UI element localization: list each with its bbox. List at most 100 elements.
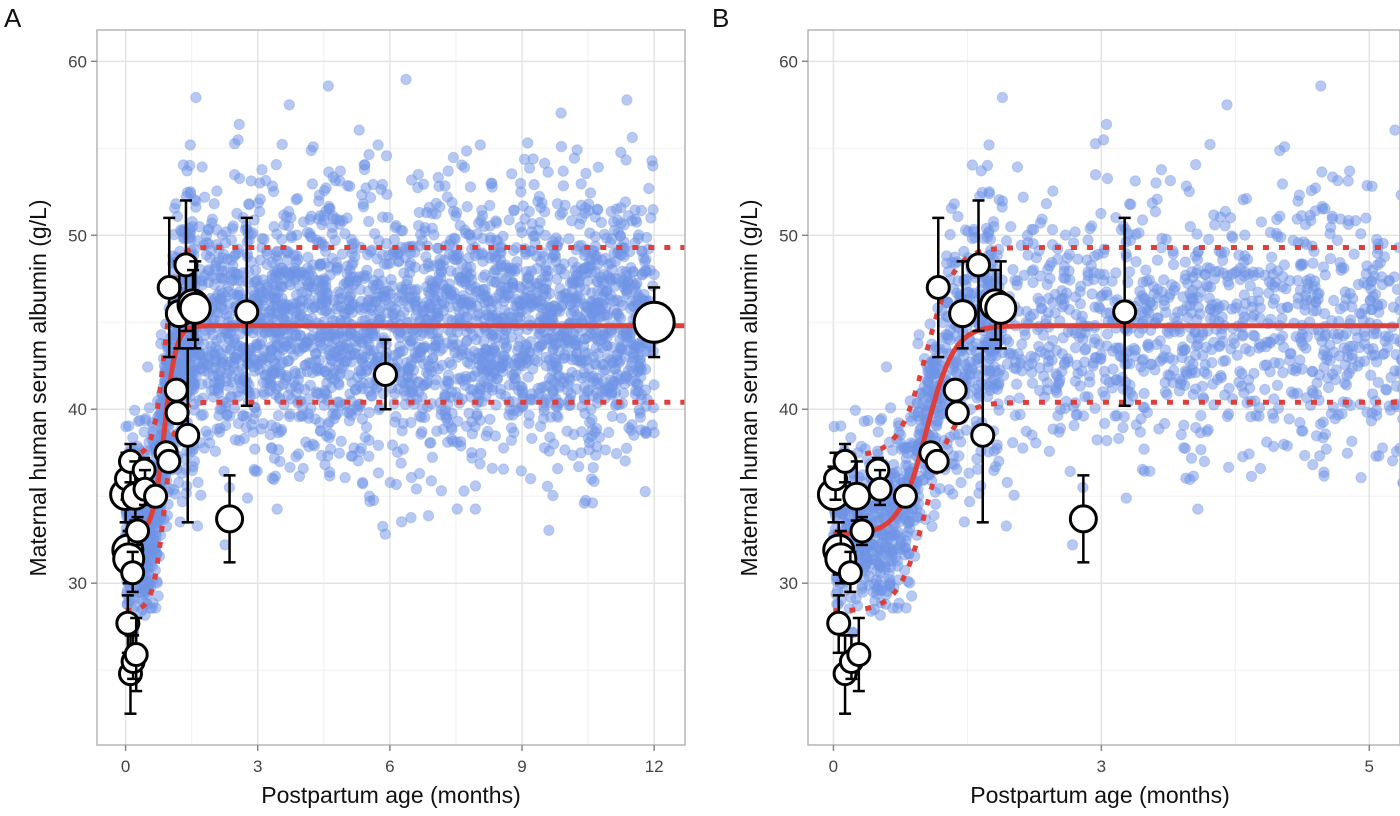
observation-point [542, 166, 554, 178]
observation-point [646, 419, 658, 431]
observation-point [647, 280, 659, 292]
observation-point [439, 389, 451, 401]
observation-point [405, 511, 417, 524]
observation-point [426, 207, 438, 220]
observation-point [643, 182, 655, 195]
observation-point [614, 354, 627, 366]
observation-point [395, 516, 408, 528]
observation-point [302, 251, 314, 263]
observation-point [519, 248, 532, 261]
observation-point [211, 423, 223, 435]
observation-point [473, 308, 485, 320]
observation-point [486, 384, 499, 396]
observation-point [1167, 248, 1180, 260]
observation-point [1123, 266, 1136, 278]
study-mean-point [234, 299, 260, 325]
observation-point [497, 442, 510, 454]
observation-point [585, 473, 598, 485]
observation-point [594, 271, 607, 283]
observation-point [469, 250, 481, 262]
observation-point [276, 233, 288, 246]
observation-point [926, 520, 938, 532]
observation-point [341, 212, 353, 224]
observation-point [373, 235, 385, 247]
observation-point [415, 411, 428, 423]
observation-point [175, 358, 187, 371]
observation-point [272, 308, 284, 320]
observation-point [400, 389, 412, 402]
observation-point [196, 279, 208, 291]
observation-point [1138, 387, 1150, 400]
observation-point [845, 432, 857, 444]
observation-point [418, 263, 430, 275]
observation-point [623, 422, 635, 434]
observation-point [211, 185, 223, 197]
observation-point [288, 249, 300, 261]
observation-point [268, 220, 280, 233]
observation-point [363, 215, 375, 228]
observation-point [978, 232, 990, 245]
observation-point [514, 359, 526, 371]
observation-point [1195, 409, 1207, 422]
observation-point [539, 229, 551, 242]
observation-point [315, 425, 327, 437]
observation-point [439, 408, 451, 421]
observation-point [304, 230, 316, 243]
observation-point [542, 380, 554, 392]
observation-point [1138, 443, 1150, 455]
observation-point [849, 404, 861, 416]
observation-point [419, 340, 431, 353]
observation-point [285, 303, 298, 315]
observation-point [955, 476, 967, 489]
observation-point [415, 428, 427, 440]
observation-point [225, 275, 238, 287]
observation-point [1068, 419, 1080, 432]
observation-point [377, 520, 389, 533]
observation-point [576, 426, 588, 438]
observation-point [314, 258, 327, 271]
observation-point [223, 410, 236, 422]
observation-point [243, 198, 256, 211]
observation-point [605, 205, 617, 218]
observation-point [283, 99, 295, 111]
observation-point [190, 91, 202, 104]
observation-point [362, 285, 374, 297]
plot-area [97, 30, 685, 745]
observation-point [424, 275, 436, 287]
observation-point [872, 426, 884, 438]
observation-point [283, 354, 295, 367]
observation-point [193, 221, 206, 233]
observation-point [372, 139, 384, 151]
observation-point [1192, 503, 1204, 515]
observation-point [426, 451, 439, 463]
observation-point [595, 216, 608, 229]
observation-point [367, 178, 379, 191]
observation-point [585, 287, 598, 299]
observation-point [416, 234, 428, 247]
observation-point [537, 283, 549, 295]
observation-point [525, 226, 538, 238]
observation-point [1101, 434, 1113, 447]
observation-point [305, 144, 317, 157]
observation-point [473, 217, 485, 230]
observation-point [456, 276, 468, 288]
observation-point [635, 204, 648, 217]
study-mean [163, 377, 189, 403]
observation-point [1391, 283, 1400, 296]
observation-point [212, 387, 225, 399]
observation-point [598, 358, 610, 371]
observation-point [1361, 260, 1373, 272]
observation-point [283, 205, 295, 218]
observation-point [587, 370, 600, 382]
observation-point [526, 432, 538, 445]
observation-point [931, 420, 943, 432]
observation-point [559, 444, 571, 456]
observation-point [275, 279, 287, 291]
observation-point [958, 245, 970, 258]
x-axis-title-a: Postpartum age (months) [261, 782, 521, 808]
observation-point [1191, 253, 1204, 266]
observation-point [534, 420, 547, 433]
observation-point [200, 425, 212, 437]
observation-point [257, 417, 269, 430]
observation-point [583, 254, 596, 266]
